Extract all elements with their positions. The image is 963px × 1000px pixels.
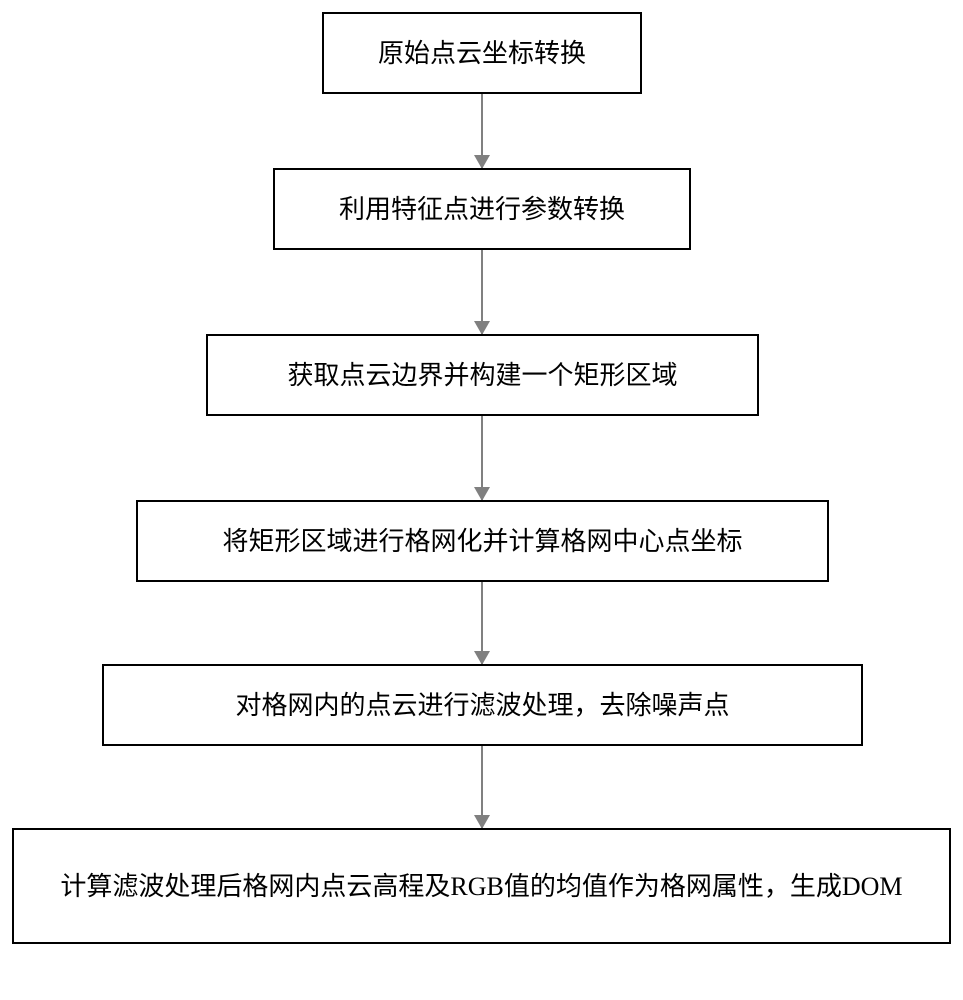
flow-node-3-label: 获取点云边界并构建一个矩形区域 bbox=[287, 356, 677, 395]
flowchart-container: 原始点云坐标转换 利用特征点进行参数转换 获取点云边界并构建一个矩形区域 将矩形… bbox=[0, 0, 963, 1000]
flow-node-3: 获取点云边界并构建一个矩形区域 bbox=[206, 334, 759, 416]
flow-node-1: 原始点云坐标转换 bbox=[322, 12, 642, 94]
flow-node-4-label: 将矩形区域进行格网化并计算格网中心点坐标 bbox=[222, 522, 742, 561]
flow-arrow-4 bbox=[481, 582, 483, 664]
flow-arrow-3 bbox=[481, 416, 483, 500]
flow-node-5-label: 对格网内的点云进行滤波处理，去除噪声点 bbox=[235, 686, 729, 725]
flow-node-4: 将矩形区域进行格网化并计算格网中心点坐标 bbox=[136, 500, 829, 582]
flow-node-2-label: 利用特征点进行参数转换 bbox=[339, 190, 625, 229]
flow-node-2: 利用特征点进行参数转换 bbox=[273, 168, 691, 250]
flow-node-1-label: 原始点云坐标转换 bbox=[378, 34, 586, 73]
flow-node-5: 对格网内的点云进行滤波处理，去除噪声点 bbox=[102, 664, 863, 746]
flow-arrow-2 bbox=[481, 250, 483, 334]
flow-arrow-5 bbox=[481, 746, 483, 828]
flow-node-6-label: 计算滤波处理后格网内点云高程及RGB值的均值作为格网属性，生成DOM bbox=[60, 867, 902, 906]
flow-arrow-1 bbox=[481, 94, 483, 168]
flow-node-6: 计算滤波处理后格网内点云高程及RGB值的均值作为格网属性，生成DOM bbox=[12, 828, 951, 944]
